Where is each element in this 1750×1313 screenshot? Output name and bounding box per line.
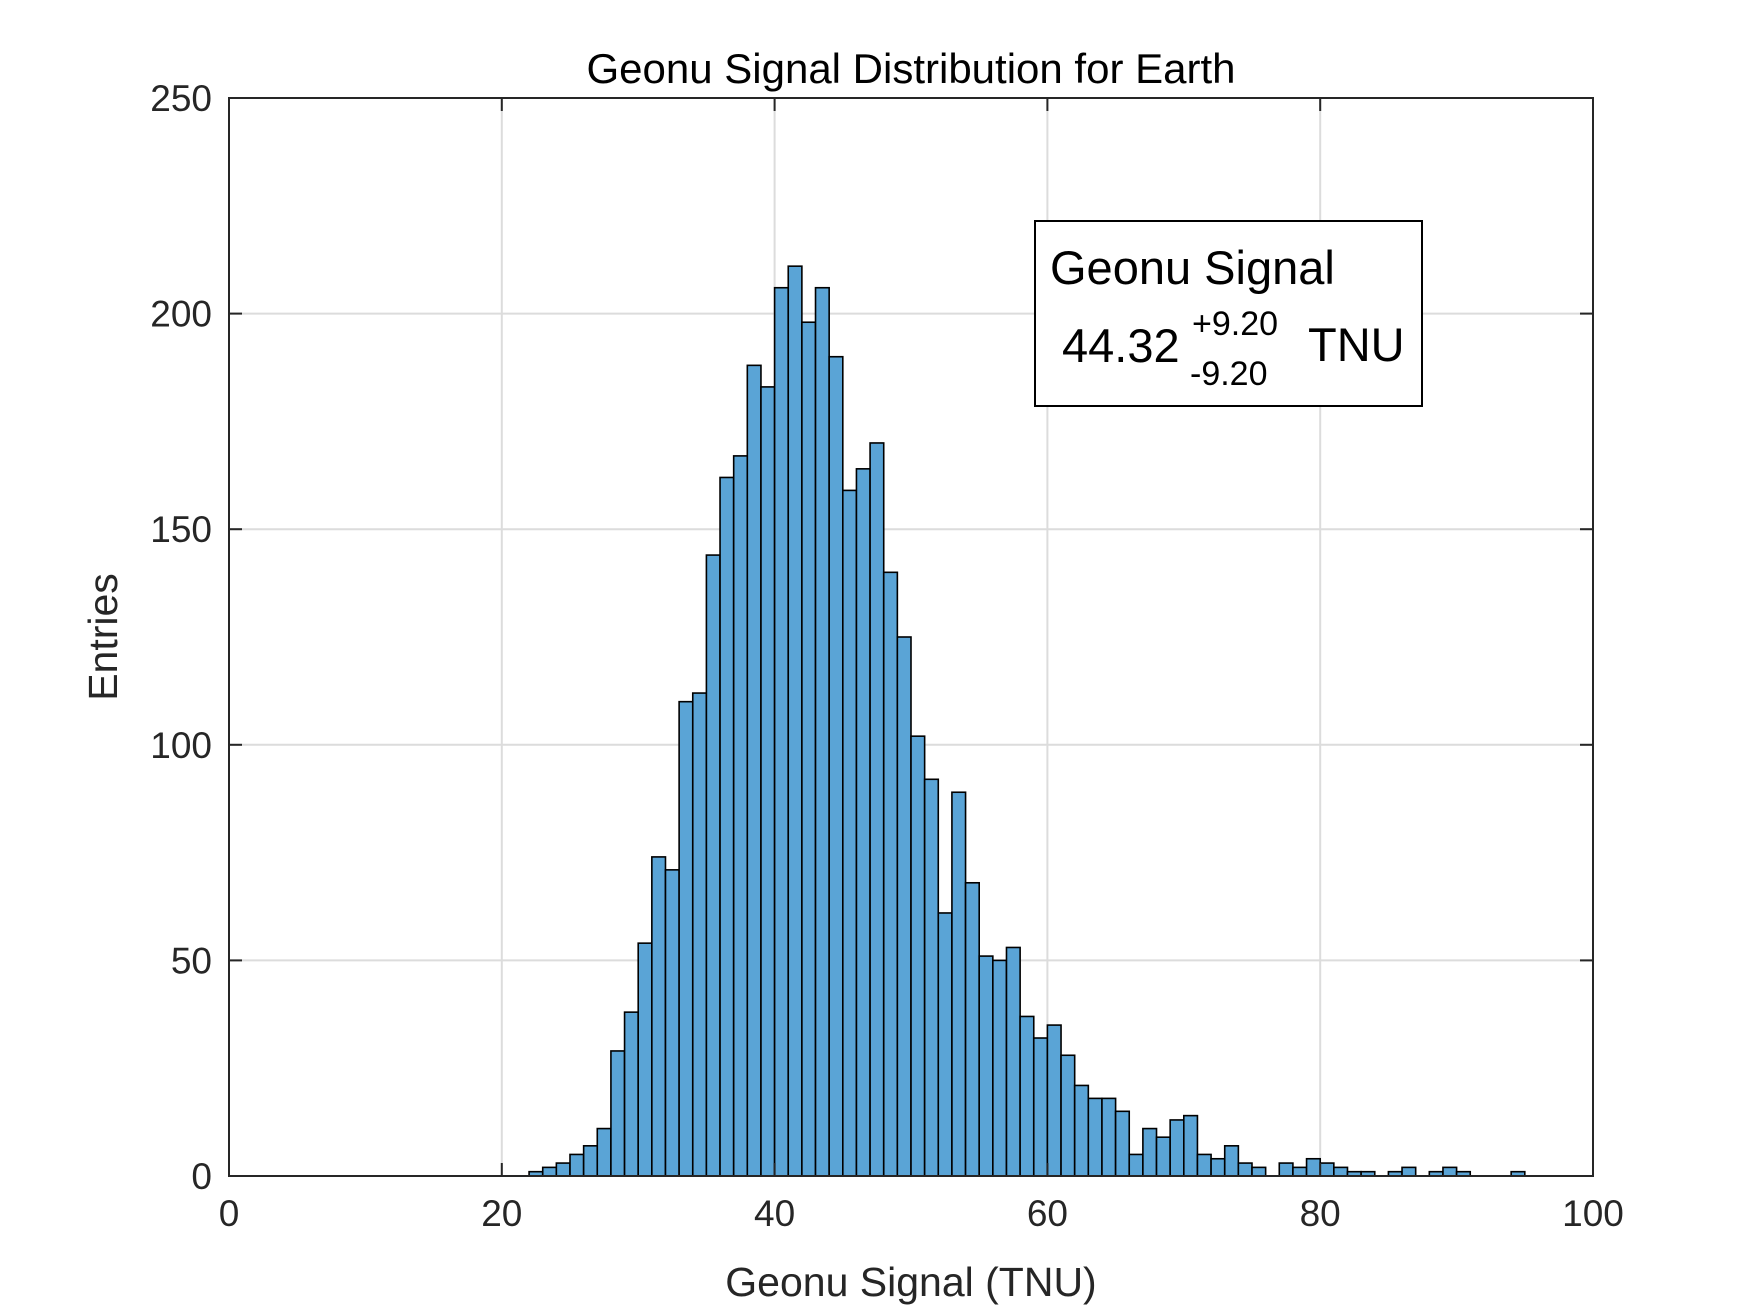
histogram-bar: [882, 571, 899, 1177]
histogram-bar: [637, 942, 653, 1177]
histogram-bar: [705, 554, 721, 1177]
annotation-box: Geonu Signal 44.32 +9.20 -9.20 TNU: [1034, 220, 1423, 407]
histogram-bar: [964, 881, 980, 1177]
histogram-bar: [1319, 1162, 1335, 1177]
histogram-bar: [1210, 1157, 1226, 1177]
y-tick-label: 250: [150, 78, 212, 119]
histogram-bar: [978, 955, 994, 1177]
histogram-bar: [1019, 1015, 1035, 1177]
histogram-bar: [1442, 1166, 1458, 1177]
annotation-minus-error: -9.20: [1190, 355, 1268, 393]
y-tick-label: 150: [150, 509, 212, 550]
histogram-bar: [1401, 1166, 1417, 1177]
histogram-bar: [582, 1145, 599, 1177]
histogram-bar: [732, 455, 749, 1177]
histogram-bar: [1278, 1162, 1294, 1177]
histogram-bar: [828, 355, 844, 1177]
tick-labels: 0 20 40 60 80 100 0 50 100 150 200 250: [150, 78, 1624, 1234]
plot-frame: [228, 97, 1594, 1177]
x-tick-label: 100: [1562, 1193, 1624, 1234]
histogram-bar: [1333, 1166, 1349, 1177]
histogram-bar: [787, 265, 803, 1177]
annotation-value: 44.32: [1062, 319, 1180, 372]
histogram-bar: [1032, 1037, 1049, 1177]
histogram-bar: [1073, 1084, 1090, 1177]
histogram-bar: [664, 869, 680, 1177]
histogram-bar: [678, 700, 694, 1177]
histogram-bar: [760, 386, 776, 1177]
y-tick-label: 100: [150, 725, 212, 766]
histogram-bar: [869, 442, 885, 1177]
x-tick-label: 40: [754, 1193, 795, 1234]
histogram-bar: [896, 636, 912, 1177]
histogram-bar: [555, 1162, 571, 1177]
histogram-bar: [1237, 1162, 1253, 1177]
histogram-bar: [1155, 1136, 1171, 1177]
histogram-bar: [719, 476, 735, 1177]
histogram-bar: [855, 468, 871, 1177]
histogram-bar: [923, 778, 940, 1177]
histogram-bar: [623, 1011, 639, 1177]
histogram-bar: [1005, 946, 1021, 1177]
histogram-bar: [1223, 1145, 1240, 1177]
x-tick-label: 0: [219, 1193, 240, 1234]
histogram-bar: [1183, 1114, 1199, 1177]
histogram-bar: [610, 1050, 626, 1177]
histogram-bar: [910, 735, 926, 1177]
histogram-bar: [1169, 1119, 1185, 1177]
histogram-bar: [992, 959, 1008, 1177]
bars: [528, 265, 1526, 1177]
annotation-frame: [1034, 220, 1423, 407]
histogram-bar: [773, 286, 790, 1177]
y-tick-label: 200: [150, 294, 212, 335]
y-axis-label: Entries: [80, 573, 126, 701]
chart-title: Geonu Signal Distribution for Earth: [586, 45, 1235, 92]
histogram-bar: [1251, 1166, 1267, 1177]
histogram-bar: [1128, 1153, 1144, 1177]
histogram-bar: [746, 364, 762, 1177]
annotation-title: Geonu Signal: [1050, 241, 1335, 294]
histogram-bar: [1305, 1157, 1322, 1177]
annotation-plus-error: +9.20: [1192, 305, 1278, 343]
histogram-bar: [1087, 1097, 1103, 1177]
histogram-bar: [1114, 1110, 1131, 1177]
histogram-bar: [1046, 1024, 1062, 1177]
x-tick-label: 80: [1300, 1193, 1341, 1234]
histogram-bar: [1292, 1166, 1308, 1177]
histogram-bar: [951, 791, 967, 1177]
x-tick-label: 20: [481, 1193, 522, 1234]
histogram-bar: [1196, 1153, 1212, 1177]
histogram-bar: [1101, 1097, 1117, 1177]
histogram-bar: [937, 912, 953, 1177]
histogram-bar: [801, 321, 817, 1177]
y-tick-label: 50: [171, 940, 212, 981]
histogram-bar: [691, 692, 708, 1177]
histogram-bar: [569, 1153, 585, 1177]
annotation-unit: TNU: [1308, 318, 1405, 371]
x-tick-label: 60: [1027, 1193, 1068, 1234]
y-tick-label: 0: [191, 1156, 212, 1197]
histogram-bar: [841, 489, 858, 1177]
histogram-bar: [814, 286, 830, 1177]
histogram-bar: [1060, 1054, 1076, 1177]
histogram-bar: [651, 856, 667, 1177]
histogram-bar: [541, 1166, 558, 1177]
histogram-bar: [596, 1127, 612, 1177]
x-axis-label: Geonu Signal (TNU): [725, 1259, 1096, 1305]
histogram-bar: [1142, 1127, 1158, 1177]
